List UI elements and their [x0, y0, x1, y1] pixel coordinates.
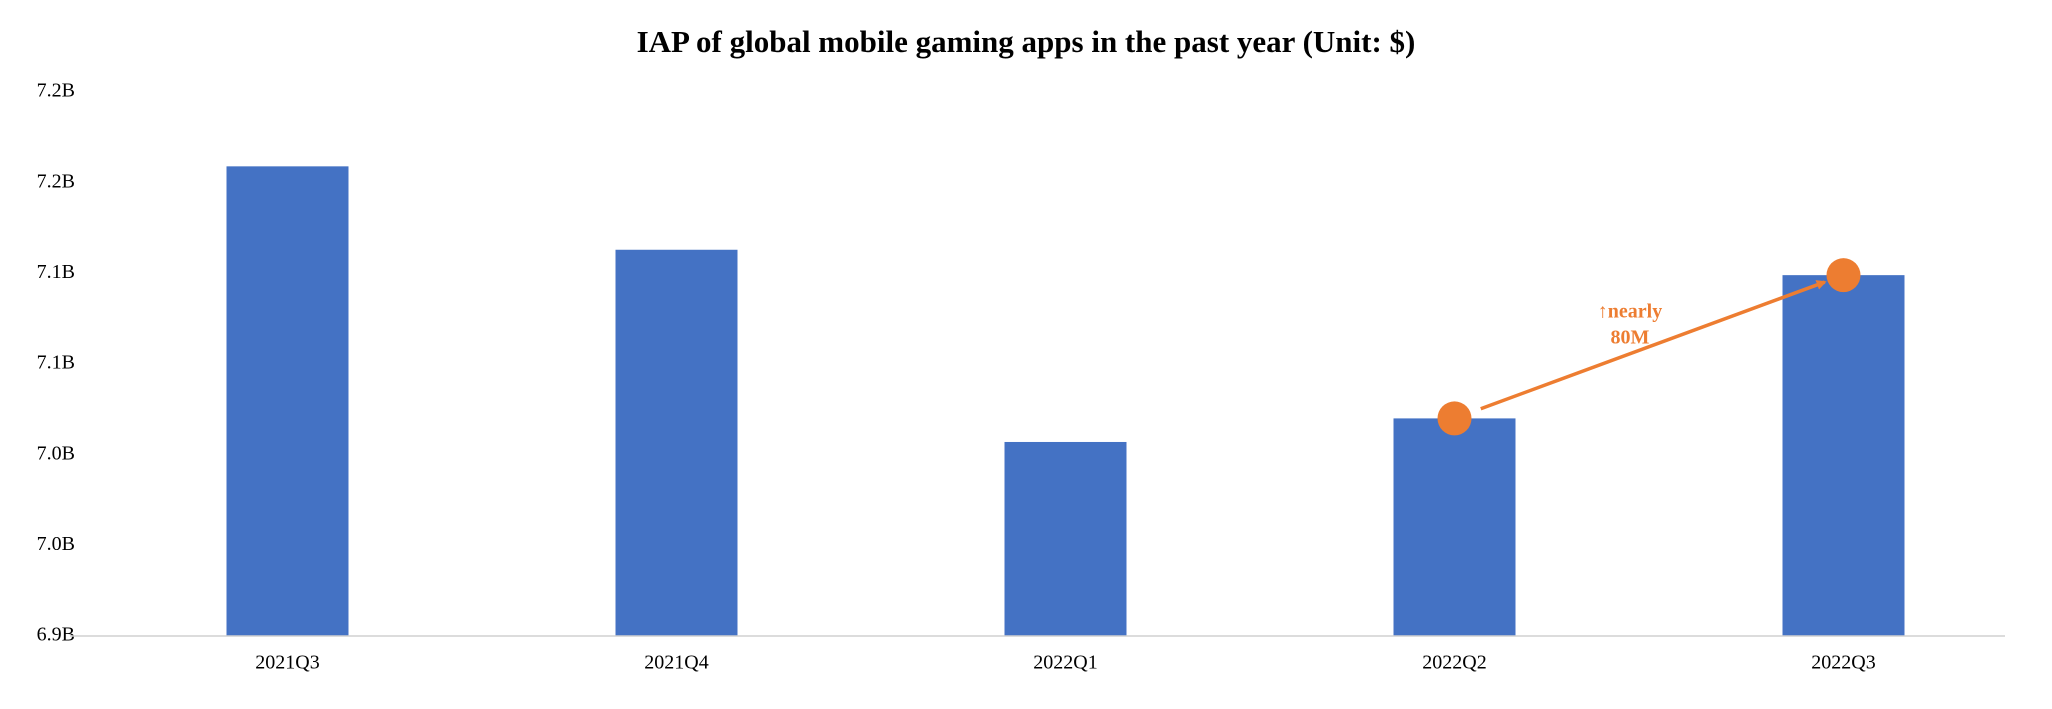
y-tick-label: 7.1B [37, 352, 75, 374]
x-tick-label: 2022Q1 [1033, 652, 1097, 674]
y-tick-label: 7.0B [37, 533, 75, 555]
annotation: ↑nearly [1598, 301, 1662, 323]
bar [615, 249, 738, 636]
bar [226, 166, 349, 636]
x-tick-label: 2021Q4 [644, 652, 708, 674]
bar [1393, 418, 1516, 636]
chart-title: IAP of global mobile gaming apps in the … [637, 24, 1416, 59]
x-tick-label: 2021Q3 [255, 652, 319, 674]
change-arrow [1480, 280, 1827, 411]
bar [1782, 275, 1905, 636]
y-tick-label: 7.0B [37, 442, 75, 464]
y-tick-label: 6.9B [37, 624, 75, 646]
bar [1004, 441, 1127, 636]
x-tick-label: 2022Q2 [1422, 652, 1486, 674]
x-tick-label: 2022Q3 [1811, 652, 1875, 674]
highlight-dot [1437, 401, 1472, 436]
highlight-dot [1826, 258, 1861, 293]
annotation: 80M [1611, 327, 1650, 349]
y-tick-label: 7.1B [37, 261, 75, 283]
y-tick-label: 7.2B [37, 80, 75, 102]
y-tick-label: 7.2B [37, 170, 75, 192]
